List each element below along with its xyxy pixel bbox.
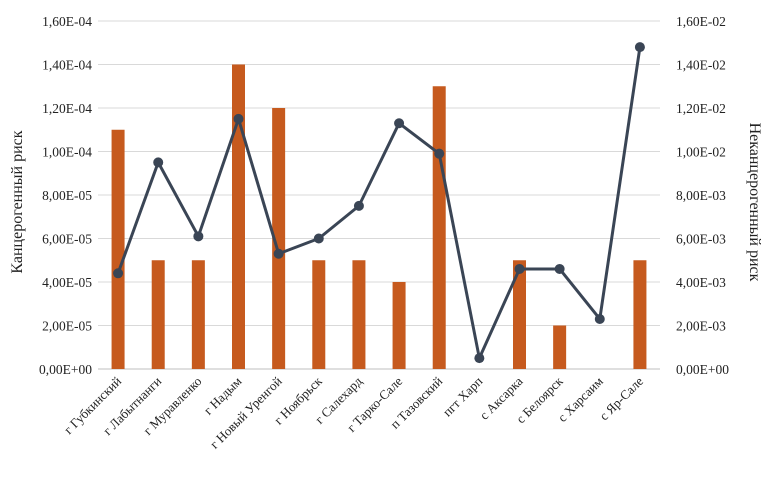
bar: [352, 260, 366, 369]
left-tick-label: 2,00E-05: [42, 319, 92, 334]
left-tick-label: 1,00E-04: [42, 145, 92, 160]
bar: [312, 260, 326, 369]
line-point: [434, 148, 445, 159]
line-point: [273, 248, 284, 259]
bar: [151, 260, 165, 369]
line-point: [353, 200, 364, 211]
category-label: с Яр-Сале: [596, 373, 646, 423]
line-point: [193, 231, 204, 242]
left-tick-label: 6,00E-05: [42, 232, 92, 247]
right-tick-label: 6,00E-03: [676, 232, 726, 247]
series-line: [116, 46, 642, 360]
bar-series: [111, 64, 647, 369]
left-tick-label: 1,20E-04: [42, 101, 92, 116]
line-point: [474, 353, 485, 364]
line-point: [153, 157, 164, 168]
bar: [553, 325, 567, 369]
right-tick-label: 1,60E-02: [676, 14, 726, 29]
category-label: г Новый Уренгой: [207, 373, 285, 451]
right-axis-title: Неканцерогенный риск: [746, 123, 763, 282]
right-tick-label: 0,00E+00: [676, 362, 729, 377]
bar: [232, 64, 245, 369]
line-point: [113, 268, 124, 279]
left-axis-title: Канцерогенный риск: [9, 130, 26, 273]
bar: [633, 260, 647, 369]
line-point: [594, 313, 605, 324]
right-tick-label: 8,00E-03: [676, 188, 726, 203]
bar: [272, 108, 286, 369]
left-tick-label: 8,00E-05: [42, 188, 92, 203]
bar: [432, 86, 446, 369]
line-point: [394, 118, 405, 129]
left-tick-label: 1,60E-04: [42, 14, 92, 29]
right-tick-label: 1,20E-02: [676, 101, 726, 116]
right-tick-label: 1,40E-02: [676, 58, 726, 73]
bar: [392, 282, 406, 369]
bar: [111, 129, 125, 369]
line-point: [313, 233, 324, 244]
right-tick-label: 1,00E-02: [676, 145, 726, 160]
bar: [513, 260, 526, 369]
left-tick-label: 1,40E-04: [42, 58, 92, 73]
left-axis-ticks: 0,00E+00 2,00E-05 4,00E-05 6,00E-05 8,00E-05…: [39, 14, 92, 377]
line-point: [514, 263, 525, 274]
right-tick-label: 4,00E-03: [676, 275, 726, 290]
line-series: [113, 42, 645, 364]
left-tick-label: 4,00E-05: [42, 275, 92, 290]
right-tick-label: 2,00E-03: [676, 319, 726, 334]
right-axis-ticks: 0,00E+00 2,00E-03 4,00E-03 6,00E-03 8,00E-03…: [676, 14, 729, 377]
line-point: [634, 42, 645, 53]
left-tick-label: 0,00E+00: [39, 362, 92, 377]
gridlines: [98, 20, 660, 370]
line-point: [233, 113, 244, 124]
line-point: [554, 263, 565, 274]
bar: [191, 260, 205, 369]
